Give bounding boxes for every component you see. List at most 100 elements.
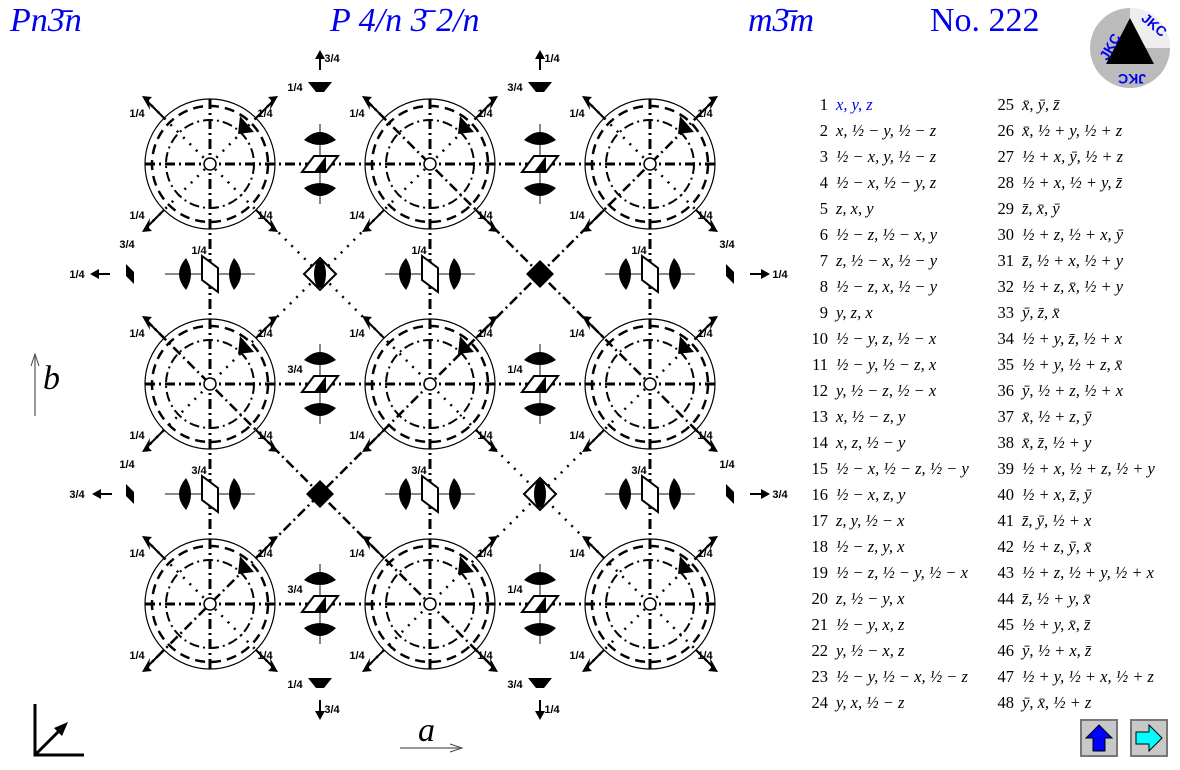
position-coordinates: x, ½ − y, ½ − z <box>836 121 937 140</box>
diagonal-twofold-arrow <box>695 541 713 559</box>
position-coordinates: ½ + x, ½ + z, ½ + y <box>1022 459 1155 478</box>
arrow-head-icon <box>488 96 498 110</box>
position-row: 8 ½ − z, x, ½ − y <box>808 274 969 300</box>
arrow-head-icon <box>142 536 152 550</box>
arrow-head-icon <box>488 658 498 672</box>
position-row: 30 ½ + z, ½ + x, ȳ <box>990 222 1155 248</box>
twofold-lens-icon <box>524 572 556 585</box>
position-coordinates: z̄, x̄, ȳ <box>1022 199 1060 218</box>
height-fraction-label: 1/4 <box>477 210 493 222</box>
height-fraction-label: 1/4 <box>507 364 523 376</box>
position-row: 36 ȳ, ½ + z, ½ + x <box>990 378 1155 404</box>
diagonal-twofold-arrow <box>695 429 713 447</box>
position-number: 39 <box>997 459 1015 478</box>
threefold-screw-icon <box>458 116 474 134</box>
arrow-head-icon <box>488 316 498 330</box>
arrow-head-icon <box>268 536 278 550</box>
arrow-head-icon <box>268 218 278 232</box>
height-fraction-label: 3/4 <box>287 584 303 596</box>
height-fraction-label: 1/4 <box>349 108 365 120</box>
twofold-lens-icon <box>179 258 191 290</box>
height-fraction-label: 3/4 <box>324 53 340 65</box>
height-fraction-label: 1/4 <box>477 328 493 340</box>
inversion-center-icon <box>643 597 657 611</box>
position-number: 44 <box>997 589 1015 608</box>
position-row: 20 z, ½ − y, x <box>808 586 969 612</box>
position-row: 27 ½ + x, ȳ, ½ + z <box>990 144 1155 170</box>
position-coordinates: x̄, ½ + z, ȳ <box>1022 407 1092 426</box>
position-row: 31 z̄, ½ + x, ½ + y <box>990 248 1155 274</box>
arrow-head-icon <box>708 218 718 232</box>
position-number: 12 <box>811 381 829 400</box>
position-row: 37 x̄, ½ + z, ȳ <box>990 404 1155 430</box>
glide-triangle-icon <box>641 254 659 294</box>
position-number: 4 <box>819 173 828 192</box>
position-row: 17 z, y, ½ − x <box>808 508 969 534</box>
arrow-head-icon <box>488 536 498 550</box>
arrow-head-icon <box>535 711 545 720</box>
position-number: 17 <box>811 511 829 530</box>
arrow-head-icon <box>582 218 592 232</box>
glide-half-triangle-icon <box>308 678 332 688</box>
position-number: 42 <box>997 537 1015 556</box>
height-fraction-label: 1/4 <box>569 328 585 340</box>
position-row: 29 z̄, x̄, ȳ <box>990 196 1155 222</box>
dash-dot-circle <box>605 119 695 209</box>
position-coordinates: x, y, z <box>836 95 873 114</box>
position-coordinates: ½ + z, x̄, ½ + y <box>1022 277 1124 296</box>
arrow-head-icon <box>268 316 278 330</box>
point-group: m3̄m <box>748 2 815 39</box>
diagonal-twofold-arrow <box>147 541 165 559</box>
next-button[interactable] <box>1130 719 1168 757</box>
position-coordinates: ½ − y, ½ − z, x <box>836 355 937 374</box>
arrow-head-icon <box>708 658 718 672</box>
position-number: 45 <box>997 615 1015 634</box>
height-fraction-label: 3/4 <box>507 679 523 691</box>
arrow-head-icon <box>142 658 152 672</box>
position-row: 6 ½ − z, ½ − x, y <box>808 222 969 248</box>
position-coordinates: ½ + y, ½ + z, x̄ <box>1022 355 1123 374</box>
height-fraction-label: 3/4 <box>772 489 788 501</box>
height-fraction-label: 1/4 <box>697 430 713 442</box>
position-coordinates: ½ + z, ȳ, x̄ <box>1022 537 1092 556</box>
diagonal-twofold-arrow <box>587 649 605 667</box>
position-number: 9 <box>819 303 828 322</box>
diagonal-twofold-arrow <box>255 101 273 119</box>
diagonal-twofold-arrow <box>147 209 165 227</box>
position-number: 29 <box>997 199 1015 218</box>
arrow-head-icon <box>582 536 592 550</box>
arrow-head-icon <box>268 438 278 452</box>
height-fraction-label: 1/4 <box>191 245 207 257</box>
b-axis-arrow-icon <box>30 352 40 416</box>
position-row: 35 ½ + y, ½ + z, x̄ <box>990 352 1155 378</box>
diagonal-twofold-arrow <box>587 321 605 339</box>
position-number: 16 <box>811 485 829 504</box>
diagonal-twofold-arrow <box>255 321 273 339</box>
position-row: 12 y, ½ − z, ½ − x <box>808 378 969 404</box>
twofold-lens-icon <box>179 478 191 510</box>
inversion-center-icon <box>203 377 217 391</box>
position-row: 25 x̄, ȳ, z̄ <box>990 92 1155 118</box>
twofold-lens-icon <box>524 623 556 636</box>
height-fraction-label: 1/4 <box>569 650 585 662</box>
threefold-axis-circle <box>584 98 716 230</box>
jkc-logo[interactable]: JKC JKC JKC <box>1088 6 1172 90</box>
position-coordinates: z̄, ½ + x, ½ + y <box>1022 251 1124 270</box>
diagonal-twofold-arrow <box>367 541 385 559</box>
height-fraction-label: 1/4 <box>129 650 145 662</box>
threefold-axis-circle <box>144 538 276 670</box>
height-fraction-label: 1/4 <box>697 210 713 222</box>
position-coordinates: ½ + z, ½ + x, ȳ <box>1022 225 1124 244</box>
glide-half-triangle-icon <box>126 264 134 284</box>
threefold-screw-icon <box>678 556 694 574</box>
arrow-head-icon <box>315 711 325 720</box>
arrow-head-icon <box>582 96 592 110</box>
diagonal-twofold-arrow <box>695 321 713 339</box>
diagonal-twofold-arrow <box>255 541 273 559</box>
position-number: 1 <box>819 95 828 114</box>
up-button[interactable] <box>1080 719 1118 757</box>
dash-dot-circle <box>605 339 695 429</box>
height-fraction-label: 1/4 <box>569 108 585 120</box>
height-fraction-label: 1/4 <box>257 650 273 662</box>
glide-triangle-icon <box>314 376 326 392</box>
